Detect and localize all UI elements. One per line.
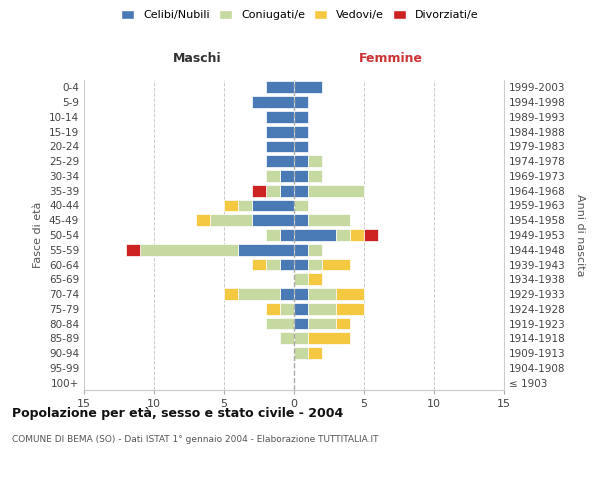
Bar [308, 170, 322, 182]
Bar [308, 288, 336, 300]
Bar [210, 214, 252, 226]
Bar [294, 347, 308, 359]
Bar [294, 126, 308, 138]
Bar [266, 126, 294, 138]
Bar [224, 288, 238, 300]
Bar [308, 347, 322, 359]
Bar [280, 258, 294, 270]
Y-axis label: Fasce di età: Fasce di età [34, 202, 43, 268]
Bar [336, 288, 364, 300]
Bar [294, 111, 308, 123]
Bar [140, 244, 238, 256]
Bar [252, 96, 294, 108]
Text: Femmine: Femmine [359, 52, 422, 65]
Bar [280, 332, 294, 344]
Bar [322, 258, 350, 270]
Bar [294, 288, 308, 300]
Text: Maschi: Maschi [173, 52, 222, 65]
Bar [308, 244, 322, 256]
Bar [266, 318, 294, 330]
Bar [308, 318, 336, 330]
Bar [266, 185, 280, 196]
Bar [224, 200, 238, 211]
Bar [294, 200, 308, 211]
Bar [308, 214, 350, 226]
Bar [336, 318, 350, 330]
Bar [294, 140, 308, 152]
Bar [266, 156, 294, 167]
Bar [280, 229, 294, 241]
Y-axis label: Anni di nascita: Anni di nascita [575, 194, 585, 276]
Bar [266, 170, 280, 182]
Bar [308, 185, 364, 196]
Text: COMUNE DI BEMA (SO) - Dati ISTAT 1° gennaio 2004 - Elaborazione TUTTITALIA.IT: COMUNE DI BEMA (SO) - Dati ISTAT 1° genn… [12, 435, 379, 444]
Bar [280, 170, 294, 182]
Bar [294, 82, 322, 94]
Bar [294, 229, 336, 241]
Bar [280, 303, 294, 314]
Bar [280, 185, 294, 196]
Bar [294, 156, 308, 167]
Bar [294, 332, 308, 344]
Bar [350, 229, 364, 241]
Bar [266, 258, 280, 270]
Bar [294, 96, 308, 108]
Bar [280, 288, 294, 300]
Bar [252, 214, 294, 226]
Bar [294, 303, 308, 314]
Bar [308, 303, 336, 314]
Bar [308, 156, 322, 167]
Bar [336, 303, 364, 314]
Bar [266, 303, 280, 314]
Bar [252, 185, 266, 196]
Bar [294, 214, 308, 226]
Bar [294, 185, 308, 196]
Bar [266, 140, 294, 152]
Bar [308, 332, 350, 344]
Bar [238, 288, 280, 300]
Bar [238, 244, 294, 256]
Legend: Celibi/Nubili, Coniugati/e, Vedovi/e, Divorziati/e: Celibi/Nubili, Coniugati/e, Vedovi/e, Di… [117, 6, 483, 25]
Bar [238, 200, 252, 211]
Bar [294, 170, 308, 182]
Bar [252, 200, 294, 211]
Bar [336, 229, 350, 241]
Text: Popolazione per età, sesso e stato civile - 2004: Popolazione per età, sesso e stato civil… [12, 408, 343, 420]
Bar [364, 229, 378, 241]
Bar [126, 244, 140, 256]
Bar [266, 229, 280, 241]
Bar [196, 214, 210, 226]
Bar [308, 274, 322, 285]
Bar [294, 274, 308, 285]
Bar [294, 244, 308, 256]
Bar [266, 111, 294, 123]
Bar [266, 82, 294, 94]
Bar [308, 258, 322, 270]
Bar [294, 318, 308, 330]
Bar [252, 258, 266, 270]
Bar [294, 258, 308, 270]
